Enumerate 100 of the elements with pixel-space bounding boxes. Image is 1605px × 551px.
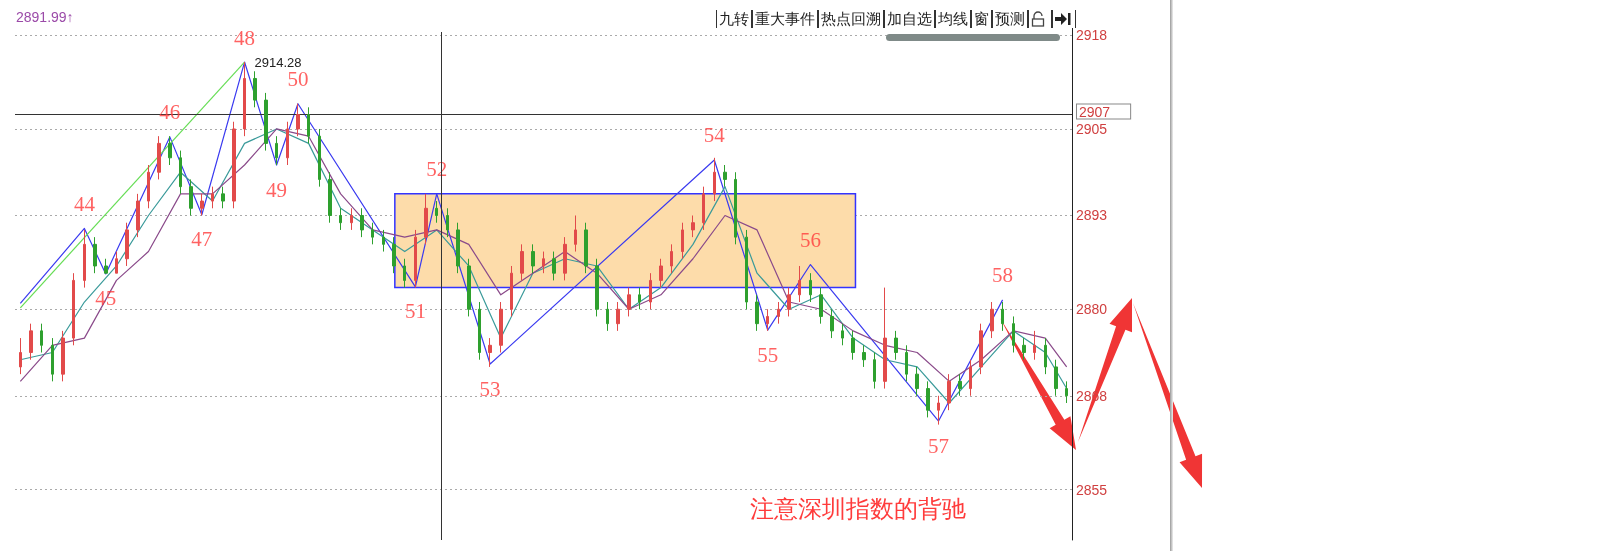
candlestick (232, 121, 236, 209)
candlestick (851, 330, 855, 361)
y-tick-label: 2855 (1076, 481, 1108, 498)
ref-line-label: 2907 (1079, 103, 1111, 120)
candlestick (531, 243, 535, 274)
candlestick (755, 294, 759, 332)
candlestick (734, 171, 737, 245)
data-label: 2914.28 (254, 54, 302, 70)
candlestick (777, 301, 780, 325)
y-tick-label: 2918 (1076, 27, 1108, 44)
candlestick (659, 258, 663, 289)
candlestick (520, 243, 524, 281)
candlestick (510, 265, 513, 317)
candlestick (243, 61, 246, 137)
candlestick (638, 287, 641, 310)
text: 2891.99↑ (16, 9, 74, 25)
candlestick (19, 337, 22, 375)
candlestick (456, 222, 460, 274)
candlestick (584, 222, 588, 274)
candlestick (275, 135, 278, 166)
y-tick-label: 2905 (1076, 120, 1108, 137)
candlestick (574, 214, 577, 253)
candlestick (125, 222, 129, 267)
candlestick (424, 193, 428, 245)
text: 窗 (971, 10, 992, 28)
candlestick (403, 258, 406, 289)
candlestick (478, 301, 481, 361)
candlestick (29, 323, 33, 361)
candlestick (253, 70, 257, 108)
candlestick (606, 301, 609, 332)
annotation: 58 (992, 263, 1014, 288)
candlestick (286, 121, 289, 166)
candlestick (221, 186, 225, 209)
candlestick (809, 272, 812, 303)
text: 加自选 (884, 10, 935, 28)
candlestick (467, 258, 471, 317)
candlestick (713, 157, 716, 202)
candlestick (595, 258, 599, 317)
candlestick (488, 337, 492, 368)
candlestick (83, 229, 86, 289)
candlestick (318, 128, 321, 188)
candlestick (563, 236, 567, 281)
candlestick (819, 287, 823, 325)
candlestick (371, 222, 374, 245)
candlestick (841, 323, 844, 346)
candlestick (702, 186, 705, 231)
candlestick (883, 287, 887, 390)
candlestick (937, 395, 940, 426)
candlestick (552, 251, 556, 281)
candlestick (360, 207, 364, 238)
annotation: 54 (703, 123, 726, 148)
candlestick (745, 229, 748, 310)
candlestick (328, 171, 332, 224)
candlestick (339, 207, 342, 231)
candlestick (296, 103, 300, 137)
candlestick (499, 301, 503, 354)
candlestick (147, 164, 150, 209)
candlestick (691, 214, 695, 238)
candlestick (1044, 337, 1047, 375)
candlestick (947, 373, 951, 411)
candlestick (435, 200, 438, 224)
candlestick (1012, 315, 1015, 354)
candlestick (873, 352, 876, 390)
annotation: 57 (928, 433, 950, 458)
candlestick (798, 265, 801, 303)
candlestick (350, 207, 353, 231)
annotation: 44 (73, 191, 96, 216)
candlestick (264, 92, 268, 152)
candlestick (392, 236, 396, 274)
candlestick (787, 287, 791, 317)
candlestick (616, 301, 620, 332)
annotation: 47 (191, 227, 213, 252)
candlestick (1001, 301, 1004, 332)
candlestick (104, 258, 108, 274)
candlestick (723, 164, 727, 188)
y-tick-label: 2893 (1076, 207, 1108, 224)
candlestick (926, 380, 930, 418)
candlestick (681, 222, 684, 260)
candlestick (1033, 330, 1036, 361)
candlestick (157, 135, 161, 180)
annotation: 48 (234, 25, 256, 50)
text: 重大事件 (752, 10, 818, 28)
candlestick (830, 308, 834, 339)
candlestick (51, 337, 54, 382)
candlestick (211, 186, 214, 209)
candlestick (766, 308, 769, 332)
text: 九转 (716, 10, 752, 28)
candlestick (414, 229, 417, 289)
candlestick (61, 330, 65, 382)
candlestick (990, 301, 994, 339)
annotation: 注意深圳指数的背驰 (750, 495, 966, 524)
candlestick (670, 243, 673, 274)
candlestick (958, 373, 962, 397)
y-tick-label: 2880 (1076, 301, 1108, 318)
text: 均线 (935, 10, 971, 28)
candlestick (115, 251, 118, 274)
candlestick (179, 150, 182, 195)
candlestick (627, 287, 631, 317)
candlestick (979, 323, 983, 375)
candlestick (168, 135, 172, 166)
